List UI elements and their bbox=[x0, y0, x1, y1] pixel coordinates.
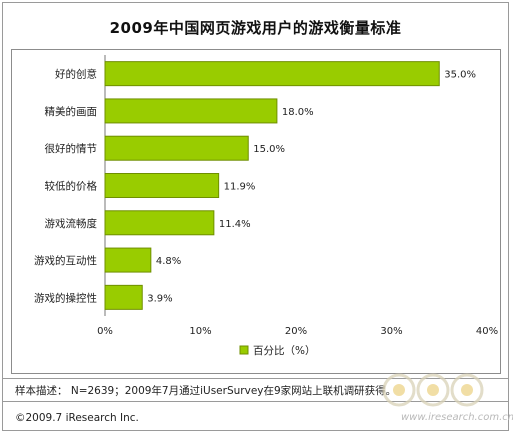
chart-title: 2009年中国网页游戏用户的游戏衡量标准 bbox=[109, 19, 402, 37]
divider bbox=[3, 401, 508, 402]
data-label: 18.0% bbox=[282, 107, 314, 118]
legend-label: 百分比（%） bbox=[253, 344, 315, 357]
bar bbox=[104, 135, 249, 161]
category-label: 很好的情节 bbox=[45, 142, 98, 155]
bar bbox=[104, 98, 278, 124]
bar bbox=[104, 61, 440, 87]
x-tick-label: 10% bbox=[189, 326, 211, 337]
bar bbox=[104, 247, 152, 273]
x-tick-label: 20% bbox=[285, 326, 307, 337]
data-label: 35.0% bbox=[444, 70, 476, 81]
data-label: 15.0% bbox=[253, 144, 285, 155]
category-label: 好的创意 bbox=[55, 68, 97, 81]
category-label: 游戏的互动性 bbox=[34, 254, 97, 267]
category-label: 较低的价格 bbox=[45, 180, 98, 193]
watermark-url: www.iresearch.com.cn bbox=[401, 412, 513, 423]
x-tick-label: 30% bbox=[380, 326, 402, 337]
bar bbox=[104, 173, 220, 198]
data-label: 3.9% bbox=[147, 293, 172, 304]
chart-area: 好的创意 35.0% 精美的画面 18.0% 很好的情节 15.0% 较低的价格 11.9% 游… bbox=[11, 49, 501, 374]
divider bbox=[3, 378, 508, 379]
data-label: 11.4% bbox=[219, 219, 251, 230]
sample-description: 样本描述： N=2639；2009年7月通过iUserSurvey在9家网站上联… bbox=[15, 385, 397, 397]
legend-swatch bbox=[239, 345, 249, 355]
copyright-text: ©2009.7 iResearch Inc. bbox=[15, 412, 139, 424]
data-label: 11.9% bbox=[224, 182, 256, 193]
x-tick-label: 40% bbox=[476, 326, 498, 337]
category-label: 游戏的操控性 bbox=[34, 291, 97, 304]
watermark-logo-icon bbox=[382, 373, 484, 407]
data-label: 4.8% bbox=[156, 256, 181, 267]
x-tick-label: 0% bbox=[97, 326, 113, 337]
category-label: 精美的画面 bbox=[45, 105, 98, 118]
bar-chart: 好的创意 35.0% 精美的画面 18.0% 很好的情节 15.0% 较低的价格 11.9% 游… bbox=[34, 55, 498, 357]
category-label: 游戏流畅度 bbox=[45, 217, 98, 230]
bar bbox=[104, 284, 143, 310]
bar bbox=[104, 210, 215, 236]
